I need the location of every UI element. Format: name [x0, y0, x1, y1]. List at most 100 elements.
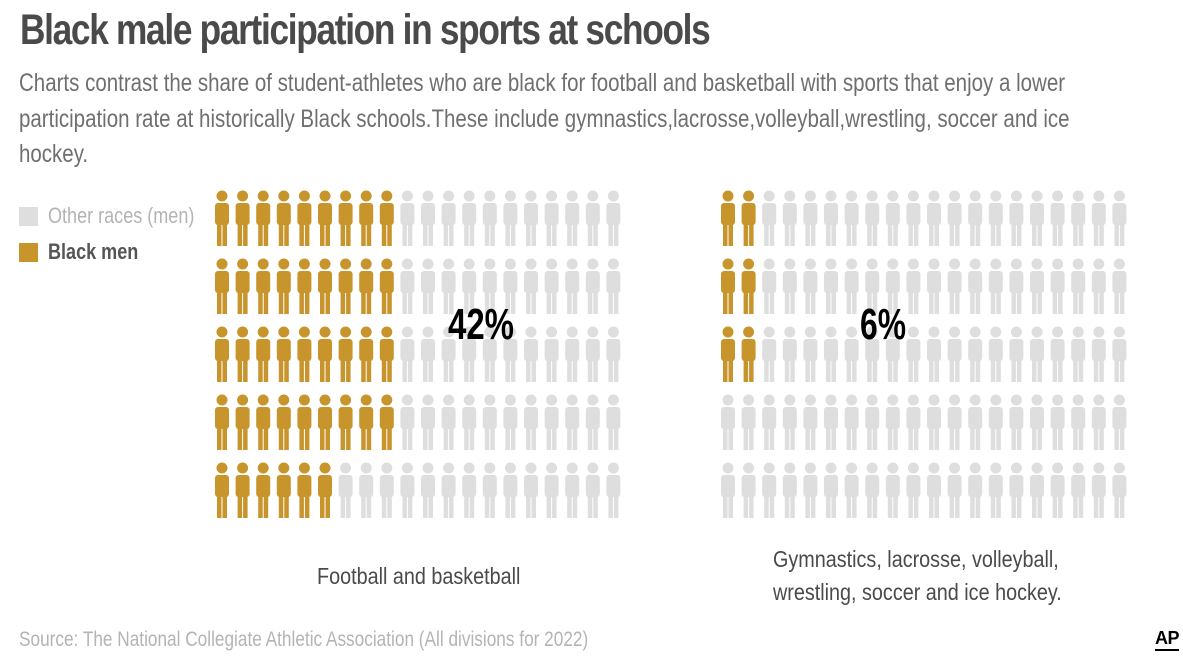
icon-other-races-0-3-15	[524, 394, 538, 450]
percent-label-other-sports: 6%	[860, 300, 906, 349]
icon-other-races-0-2-18	[585, 326, 600, 382]
icon-other-races-0-1-19	[606, 258, 621, 314]
icon-other-races-0-2-9	[400, 326, 415, 382]
icon-other-races-0-4-12	[462, 462, 477, 518]
icon-other-races-1-4-11	[947, 462, 962, 518]
icon-other-races-0-0-11	[441, 190, 456, 246]
icon-black-men-0-2-3	[276, 326, 291, 382]
icon-other-races-1-2-18	[1091, 326, 1106, 382]
legend-item-other-races: Other races (men)	[19, 198, 227, 234]
icon-other-races-0-2-15	[524, 326, 538, 382]
ap-logo: AP	[1155, 628, 1180, 651]
icon-black-men-0-4-3	[276, 462, 291, 518]
icon-other-races-0-1-17	[565, 258, 580, 314]
icon-other-races-1-1-3	[782, 258, 797, 314]
icon-other-races-0-4-14	[503, 462, 518, 518]
percent-label-football-basketball: 42%	[448, 300, 514, 349]
waffle-chart-football-basketball	[215, 190, 621, 518]
icon-other-races-1-2-4	[803, 326, 818, 382]
icon-other-races-0-1-10	[421, 258, 435, 314]
icon-other-races-1-1-7	[865, 258, 880, 314]
icon-other-races-1-3-10	[927, 394, 941, 450]
icon-other-races-0-0-14	[503, 190, 518, 246]
icon-other-races-0-2-10	[421, 326, 435, 382]
icon-other-races-1-1-6	[844, 258, 859, 314]
icon-other-races-1-3-16	[1050, 394, 1065, 450]
icon-other-races-1-0-2	[762, 190, 777, 246]
icon-other-races-1-4-10	[927, 462, 941, 518]
icon-other-races-1-2-5	[824, 326, 838, 382]
icon-other-races-1-4-16	[1050, 462, 1065, 518]
icon-black-men-0-4-2	[256, 462, 271, 518]
legend-swatch-black-men	[19, 242, 38, 262]
icon-other-races-1-3-12	[968, 394, 983, 450]
icon-other-races-1-3-6	[844, 394, 859, 450]
icon-black-men-0-3-1	[235, 394, 250, 450]
icon-other-races-1-3-14	[1009, 394, 1024, 450]
icon-black-men-0-4-4	[297, 462, 312, 518]
icon-other-races-1-0-7	[865, 190, 880, 246]
page-subtitle: Charts contrast the share of student-ath…	[19, 69, 1070, 168]
icon-other-races-1-4-8	[885, 462, 900, 518]
icon-other-races-1-0-19	[1112, 190, 1127, 246]
icon-black-men-0-2-4	[297, 326, 312, 382]
icon-other-races-1-2-16	[1050, 326, 1065, 382]
icon-other-races-0-2-19	[606, 326, 621, 382]
icon-other-races-1-2-12	[968, 326, 983, 382]
icon-other-races-1-4-1	[741, 462, 756, 518]
icon-black-men-0-0-7	[359, 190, 374, 246]
icon-other-races-0-0-10	[421, 190, 435, 246]
legend-label-black-men: Black men	[48, 239, 139, 264]
icon-black-men-0-2-1	[235, 326, 250, 382]
icon-black-men-0-0-6	[338, 190, 353, 246]
icon-other-races-1-3-11	[947, 394, 962, 450]
icon-other-races-1-4-7	[865, 462, 880, 518]
icon-other-races-0-2-16	[544, 326, 559, 382]
icon-black-men-0-3-0	[215, 394, 229, 450]
icon-other-races-1-1-14	[1009, 258, 1024, 314]
icon-other-races-1-2-17	[1071, 326, 1086, 382]
icon-black-men-0-1-4	[297, 258, 312, 314]
icon-other-races-0-1-14	[503, 258, 518, 314]
icon-other-races-1-4-4	[803, 462, 818, 518]
icon-other-races-0-1-18	[585, 258, 600, 314]
icon-other-races-1-2-8	[885, 326, 900, 382]
icon-other-races-1-2-19	[1112, 326, 1127, 382]
icon-black-men-0-1-0	[215, 258, 229, 314]
icon-other-races-1-4-18	[1091, 462, 1106, 518]
icon-other-races-1-4-6	[844, 462, 859, 518]
icon-black-men-1-1-0	[721, 258, 735, 314]
icon-other-races-0-1-11	[441, 258, 456, 314]
icon-other-races-1-0-15	[1030, 190, 1044, 246]
icon-black-men-0-0-8	[379, 190, 394, 246]
icon-other-races-0-1-16	[544, 258, 559, 314]
icon-other-races-1-0-16	[1050, 190, 1065, 246]
icon-other-races-1-0-3	[782, 190, 797, 246]
icon-other-races-0-3-13	[482, 394, 497, 450]
icon-other-races-1-1-9	[906, 258, 921, 314]
icon-other-races-1-0-9	[906, 190, 921, 246]
icon-other-races-1-1-16	[1050, 258, 1065, 314]
icon-black-men-0-3-8	[379, 394, 394, 450]
icon-other-races-1-2-15	[1030, 326, 1044, 382]
icon-other-races-0-2-12	[462, 326, 477, 382]
icon-other-races-0-3-17	[565, 394, 580, 450]
icon-black-men-0-0-3	[276, 190, 291, 246]
icon-black-men-0-2-0	[215, 326, 229, 382]
icon-other-races-1-3-0	[721, 394, 735, 450]
icon-other-races-0-4-8	[379, 462, 394, 518]
icon-other-races-0-4-17	[565, 462, 580, 518]
icon-other-races-1-0-4	[803, 190, 818, 246]
icon-other-races-1-1-10	[927, 258, 941, 314]
icon-other-races-1-3-3	[782, 394, 797, 450]
icon-other-races-1-1-15	[1030, 258, 1044, 314]
icon-other-races-0-0-19	[606, 190, 621, 246]
icon-other-races-1-0-17	[1071, 190, 1086, 246]
icon-black-men-0-4-1	[235, 462, 250, 518]
page-title: Black male participation in sports at sc…	[20, 6, 711, 54]
icon-other-races-1-1-13	[988, 258, 1003, 314]
icon-other-races-1-3-5	[824, 394, 838, 450]
icon-other-races-1-0-12	[968, 190, 983, 246]
icon-other-races-1-2-9	[906, 326, 921, 382]
icon-other-races-1-4-12	[968, 462, 983, 518]
